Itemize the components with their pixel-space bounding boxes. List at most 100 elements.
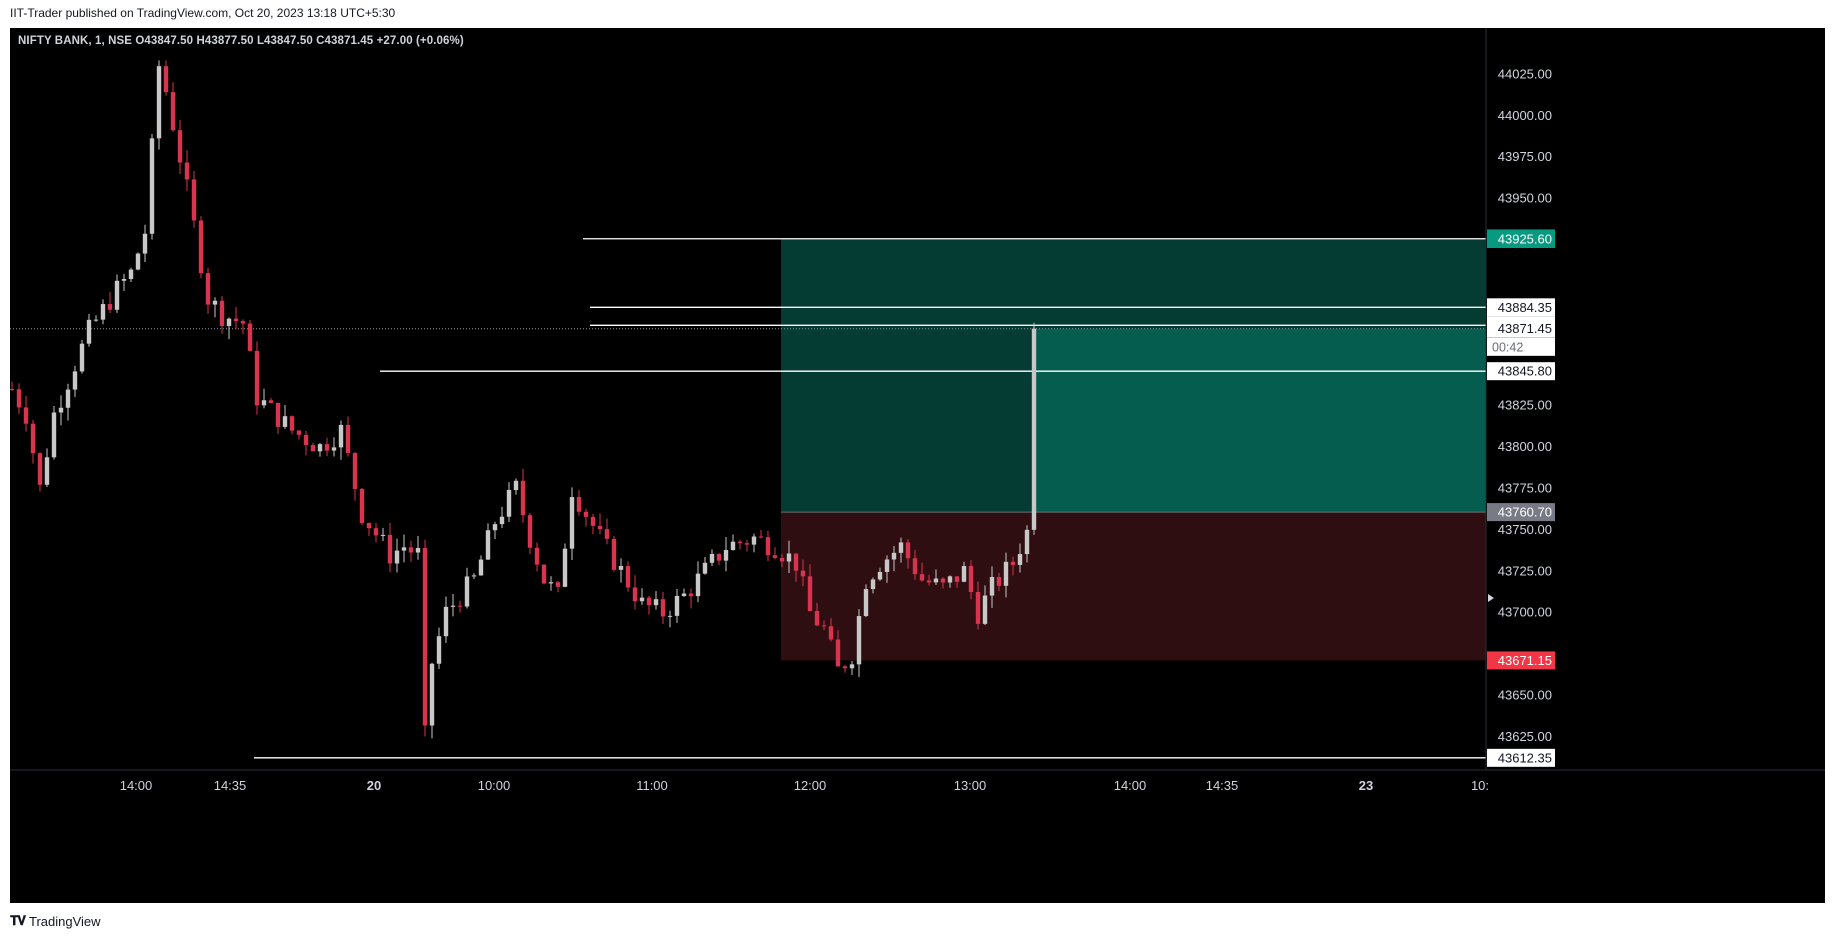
candle-body xyxy=(1003,561,1009,586)
candle-body xyxy=(198,220,204,274)
candle-body xyxy=(10,389,15,391)
candle-body xyxy=(856,616,862,665)
y-tick-label: 43800.00 xyxy=(1498,439,1552,454)
candle-body xyxy=(205,273,211,305)
candle-body xyxy=(485,530,491,560)
candle-body xyxy=(86,319,92,344)
candle-body xyxy=(212,300,218,305)
price-label: 43884.35 xyxy=(1498,300,1552,315)
candle-body xyxy=(114,280,120,310)
candle-body xyxy=(1031,328,1037,530)
candle-body xyxy=(170,92,176,131)
candlestick-chart[interactable]: 44025.00 44000.00 43975.00 43950.00 43825.00… xyxy=(10,28,1825,903)
candle-body xyxy=(436,636,442,664)
price-label-bg xyxy=(1487,319,1555,338)
candle-body xyxy=(576,497,582,512)
price-label-bg xyxy=(1487,230,1555,249)
candle-body xyxy=(492,524,498,531)
price-label: 43845.80 xyxy=(1498,364,1552,379)
footer-brand[interactable]: 𝐓𝐕 TradingView xyxy=(10,913,101,929)
candle-body xyxy=(912,558,918,575)
y-tick-label: 44000.00 xyxy=(1498,108,1552,123)
candle-body xyxy=(51,412,57,458)
y-tick-label: 43750.00 xyxy=(1498,522,1552,537)
candle-body xyxy=(877,571,883,580)
tradingview-logo-icon: 𝐓𝐕 xyxy=(10,913,26,928)
symbol-legend: NIFTY BANK, 1, NSE O43847.50 H43877.50 L… xyxy=(18,35,464,47)
candle-body xyxy=(800,570,806,577)
candle-body xyxy=(772,555,778,558)
candle-body xyxy=(310,445,316,452)
candle-body xyxy=(415,548,421,553)
candle-body xyxy=(632,587,638,602)
candle-body xyxy=(275,402,281,427)
candle-body xyxy=(373,528,379,536)
candle-body xyxy=(93,319,99,321)
x-tick-label: 10:00 xyxy=(478,778,511,793)
candle-body xyxy=(345,424,351,454)
price-change: +27.00 (+0.06%) xyxy=(376,35,464,47)
candle-body xyxy=(443,606,449,637)
candle-body xyxy=(898,542,904,553)
price-label-countdown: 00:42 xyxy=(1492,340,1523,354)
candle-body xyxy=(191,179,197,221)
candle-body xyxy=(142,233,148,254)
candle-body xyxy=(737,541,743,544)
candle-body xyxy=(163,66,169,93)
price-label-bg xyxy=(1487,503,1555,522)
candle-body xyxy=(79,343,85,372)
candle-body xyxy=(548,582,554,584)
candle-body xyxy=(597,525,603,530)
candle-body xyxy=(842,666,848,669)
y-tick-label: 43950.00 xyxy=(1498,191,1552,206)
scroll-arrow-icon[interactable] xyxy=(1488,594,1494,602)
candle-body xyxy=(324,444,330,451)
publish-info: IIT-Trader published on TradingView.com,… xyxy=(10,6,396,20)
ohlc-open: O43847.50 xyxy=(135,35,194,47)
y-tick-label: 44025.00 xyxy=(1498,66,1552,81)
candle-body xyxy=(44,457,50,485)
y-tick-label: 43725.00 xyxy=(1498,563,1552,578)
price-label-bg xyxy=(1487,748,1555,767)
stop-zone[interactable] xyxy=(781,512,1486,661)
candle-body xyxy=(555,582,561,587)
x-tick-label: 14:35 xyxy=(1206,778,1239,793)
candle-body xyxy=(296,430,302,435)
candle-body xyxy=(408,547,414,553)
candle-body xyxy=(674,595,680,616)
candle-body xyxy=(884,559,890,572)
candle-body xyxy=(618,566,624,570)
candle-body xyxy=(107,304,113,310)
candle-body xyxy=(184,162,190,180)
ohlc-low: L43847.50 xyxy=(256,35,313,47)
x-tick-label: 13:00 xyxy=(954,778,987,793)
candle-body xyxy=(961,566,967,582)
candle-body xyxy=(338,424,344,448)
y-tick-label: 43625.00 xyxy=(1498,729,1552,744)
candle-body xyxy=(751,536,757,545)
x-tick-label: 20 xyxy=(367,778,381,793)
candle-body xyxy=(996,577,1002,586)
candle-body xyxy=(905,542,911,559)
candle-body xyxy=(702,562,708,574)
candle-body xyxy=(604,529,610,539)
price-label-bg xyxy=(1487,651,1555,670)
candle-body xyxy=(401,547,407,551)
candle-body xyxy=(30,423,36,454)
footer-brand-text: TradingView xyxy=(29,913,101,929)
candle-body xyxy=(513,480,519,491)
chart-area[interactable]: 44025.00 44000.00 43975.00 43950.00 43825.00… xyxy=(10,28,1825,903)
candle-body xyxy=(233,318,239,322)
candle-body xyxy=(317,444,323,452)
candle-body xyxy=(268,400,274,403)
candle-body xyxy=(394,550,400,564)
candle-body xyxy=(254,350,260,406)
candle-body xyxy=(366,522,372,529)
x-tick-label: 14:35 xyxy=(214,778,247,793)
candle-body xyxy=(429,663,435,726)
x-tick-label: 14:00 xyxy=(120,778,153,793)
candle-body xyxy=(541,564,547,584)
candle-body xyxy=(863,589,869,617)
candle-body xyxy=(289,416,295,431)
candle-body xyxy=(23,407,29,424)
